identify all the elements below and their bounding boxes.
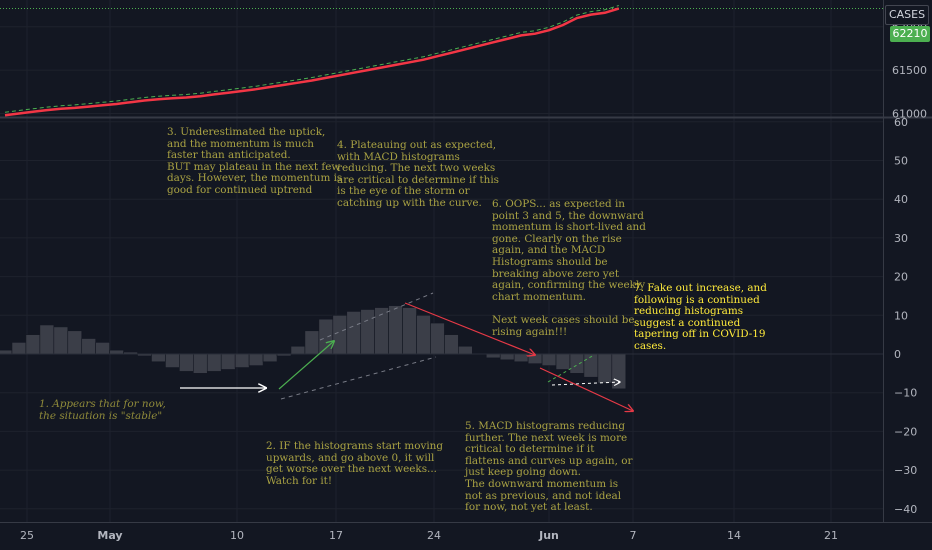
histogram-bar: [569, 353, 585, 374]
green-arrow: [278, 341, 334, 390]
histogram-bar: [332, 314, 348, 355]
histogram-panel: [0, 305, 883, 390]
symbol-label[interactable]: CASES: [885, 5, 929, 25]
annotation-note-4: 4. Plateauing out as expected, with MACD…: [337, 139, 500, 209]
hist-tick-label: −40: [894, 503, 917, 516]
histogram-bar: [513, 353, 529, 363]
histogram-bar: [458, 345, 473, 355]
price-tick-label: 61000: [892, 108, 927, 121]
histogram-bar: [220, 353, 236, 370]
histogram-bar: [304, 330, 320, 355]
hist-tick-label: 60: [894, 116, 908, 129]
price-line: [4, 7, 620, 117]
histogram-bar: [53, 326, 69, 355]
x-tick-label: 14: [727, 529, 741, 542]
x-tick-label: 7: [630, 529, 637, 542]
histogram-bar: [360, 309, 375, 355]
hist-tick-label: 20: [894, 271, 908, 284]
histogram-bar: [262, 353, 278, 363]
annotation-note-6: 6. OOPS... as expected in point 3 and 5,…: [492, 198, 646, 338]
price-tick-label: 61500: [892, 64, 927, 77]
green-dashed-line: [547, 354, 595, 383]
histogram-bar: [193, 353, 208, 374]
hist-tick-label: 30: [894, 232, 908, 245]
annotation-note-7: 7. Fake out increase, and following is a…: [634, 282, 767, 352]
histogram-bar: [430, 322, 445, 355]
axis-corner: [884, 523, 932, 550]
hist-tick-label: −10: [894, 387, 917, 400]
histogram-bar: [248, 353, 264, 366]
histogram-bar: [165, 353, 180, 368]
hist-tick-label: −20: [894, 425, 917, 438]
hist-tick-label: 10: [894, 309, 908, 322]
histogram-bar: [11, 342, 27, 355]
histogram-bar: [234, 353, 250, 368]
histogram-bar: [499, 353, 515, 361]
white-dashed-arrow: [551, 382, 620, 385]
last-price-tag: 62210: [890, 26, 930, 42]
annotation-note-2: 2. IF the histograms start moving upward…: [266, 440, 444, 487]
price-panel: [0, 5, 883, 117]
histogram-bar: [597, 353, 613, 384]
trend-drawings: [180, 292, 633, 411]
histogram-bar: [67, 330, 83, 355]
hist-tick-label: 50: [894, 155, 908, 168]
histogram-bar: [81, 338, 96, 355]
histogram-bar: [179, 353, 194, 372]
x-tick-label: May: [97, 529, 122, 542]
histogram-bar: [95, 342, 110, 355]
histogram-bar: [290, 345, 306, 355]
histogram-bar: [25, 334, 41, 355]
hist-tick-label: −30: [894, 464, 917, 477]
histogram-bar: [206, 353, 222, 372]
histogram-bar: [151, 353, 166, 363]
histogram-bar: [485, 353, 501, 359]
annotation-note-5: 5. MACD histograms reducing further. The…: [465, 420, 633, 514]
histogram-bar: [444, 334, 459, 355]
price-band-line: [4, 5, 619, 113]
x-tick-label: 24: [427, 529, 441, 542]
x-tick-label: 25: [20, 529, 34, 542]
histogram-bar: [555, 353, 571, 370]
histogram-bar: [346, 311, 362, 355]
x-tick-label: Jun: [538, 529, 559, 542]
histogram-bar: [527, 353, 543, 364]
annotation-note-3: 3. Underestimated the uptick, and the mo…: [167, 126, 343, 196]
x-tick-label: 17: [329, 529, 343, 542]
grid-lines: [0, 0, 932, 522]
histogram-bar: [39, 324, 55, 355]
annotation-note-1: 1. Appears that for now, the situation i…: [39, 398, 166, 422]
histogram-bar: [0, 349, 13, 355]
x-tick-label: 10: [230, 529, 244, 542]
histogram-bar: [109, 349, 124, 355]
histogram-bar: [583, 353, 599, 378]
histogram-bar: [541, 353, 557, 366]
hist-tick-label: 40: [894, 193, 908, 206]
hist-tick-label: 0: [894, 348, 901, 361]
histogram-bar: [388, 305, 403, 355]
histogram-bar: [402, 307, 417, 355]
histogram-bar: [416, 314, 431, 355]
dashed-channel-lower: [280, 356, 437, 400]
histogram-bar: [611, 353, 627, 390]
red-arrow-1: [404, 302, 535, 355]
x-tick-label: 21: [824, 529, 838, 542]
red-arrow-2: [539, 367, 633, 411]
